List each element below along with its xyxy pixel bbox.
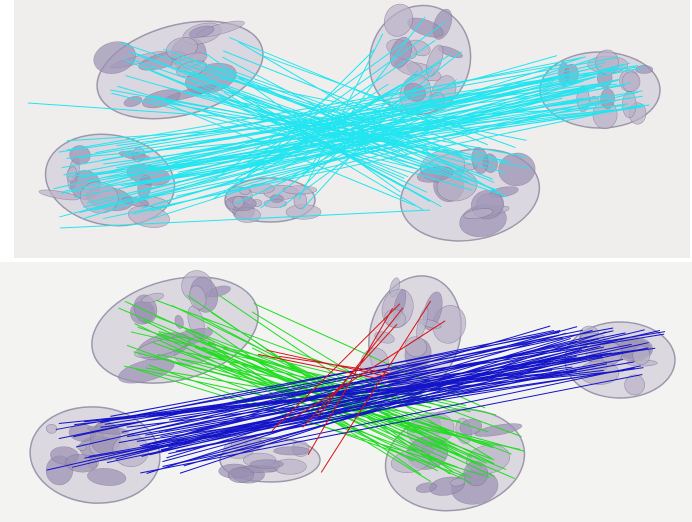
match-line — [223, 67, 497, 168]
match-line — [155, 299, 522, 438]
match-line — [260, 51, 463, 209]
match-line — [27, 102, 421, 131]
match-line — [149, 345, 601, 456]
tissue-detail — [635, 65, 654, 74]
tissue-detail — [249, 459, 284, 469]
match-line — [140, 374, 643, 474]
match-line — [235, 98, 464, 205]
match-line — [162, 345, 588, 463]
tissue-detail — [624, 374, 646, 396]
match-line — [93, 87, 596, 211]
match-line — [205, 362, 525, 452]
match-line — [266, 349, 387, 377]
match-line — [177, 82, 631, 173]
tissue-detail — [87, 468, 127, 486]
match-line — [254, 62, 441, 172]
match-line — [162, 365, 641, 468]
match-line — [167, 103, 417, 207]
match-line — [185, 91, 527, 158]
match-line — [175, 69, 527, 141]
match-line — [127, 332, 626, 436]
match-line — [126, 369, 604, 428]
match-line — [126, 344, 458, 468]
tissue-detail — [450, 477, 466, 487]
match-line — [106, 347, 649, 464]
match-line — [271, 303, 401, 432]
match-line — [204, 77, 407, 190]
match-line — [104, 340, 611, 425]
match-line — [162, 56, 586, 142]
match-line — [229, 363, 414, 462]
match-line — [181, 55, 495, 183]
match-line — [110, 89, 511, 162]
match-line — [229, 36, 488, 146]
match-line — [111, 92, 442, 176]
match-line — [154, 315, 512, 455]
match-line — [183, 69, 466, 172]
tissue-detail — [415, 482, 437, 493]
match-line — [302, 16, 426, 176]
tissue-detail — [227, 467, 255, 484]
match-line — [183, 348, 582, 467]
tissue-detail — [123, 96, 143, 107]
match-line — [110, 332, 560, 417]
match-line — [298, 33, 384, 200]
match-line — [169, 355, 572, 421]
match-line — [256, 109, 508, 198]
match-line — [59, 209, 431, 229]
tissue-detail — [93, 41, 136, 74]
match-line — [257, 353, 379, 380]
match-line — [58, 329, 583, 440]
match-line — [307, 307, 394, 456]
match-lines — [27, 16, 666, 484]
match-line — [134, 52, 498, 191]
tissue-detail — [189, 25, 215, 38]
match-line — [249, 40, 436, 169]
tissue-detail — [383, 3, 414, 37]
tissue-detail — [189, 285, 207, 310]
tissue-detail — [65, 454, 98, 473]
match-line — [124, 68, 617, 188]
match-line — [243, 22, 446, 168]
match-line — [218, 96, 429, 174]
match-line — [237, 49, 375, 187]
match-line — [127, 352, 608, 438]
match-line — [163, 48, 476, 163]
tissue-detail — [463, 208, 494, 219]
tissue-detail — [141, 292, 164, 304]
match-line — [209, 39, 409, 183]
match-line — [116, 83, 599, 147]
match-line — [320, 300, 432, 473]
tissue-detail — [273, 446, 310, 456]
match-line — [181, 75, 428, 193]
tissue-detail — [38, 189, 80, 201]
tissue-section — [224, 177, 322, 223]
match-line — [317, 307, 404, 417]
tissue-detail — [632, 345, 651, 365]
match-line — [234, 84, 402, 180]
tissue-detail — [621, 71, 641, 93]
match-line — [160, 343, 632, 438]
match-line — [219, 82, 431, 202]
match-line — [304, 70, 419, 186]
match-line — [279, 79, 457, 209]
match-line — [152, 95, 530, 169]
tissue-section — [218, 435, 321, 484]
tissue-detail — [459, 418, 483, 435]
tissue-detail — [269, 194, 284, 203]
match-line — [238, 41, 504, 197]
match-line — [262, 53, 452, 172]
match-line — [184, 363, 608, 442]
match-line — [124, 300, 472, 458]
tissue-detail — [474, 423, 523, 437]
